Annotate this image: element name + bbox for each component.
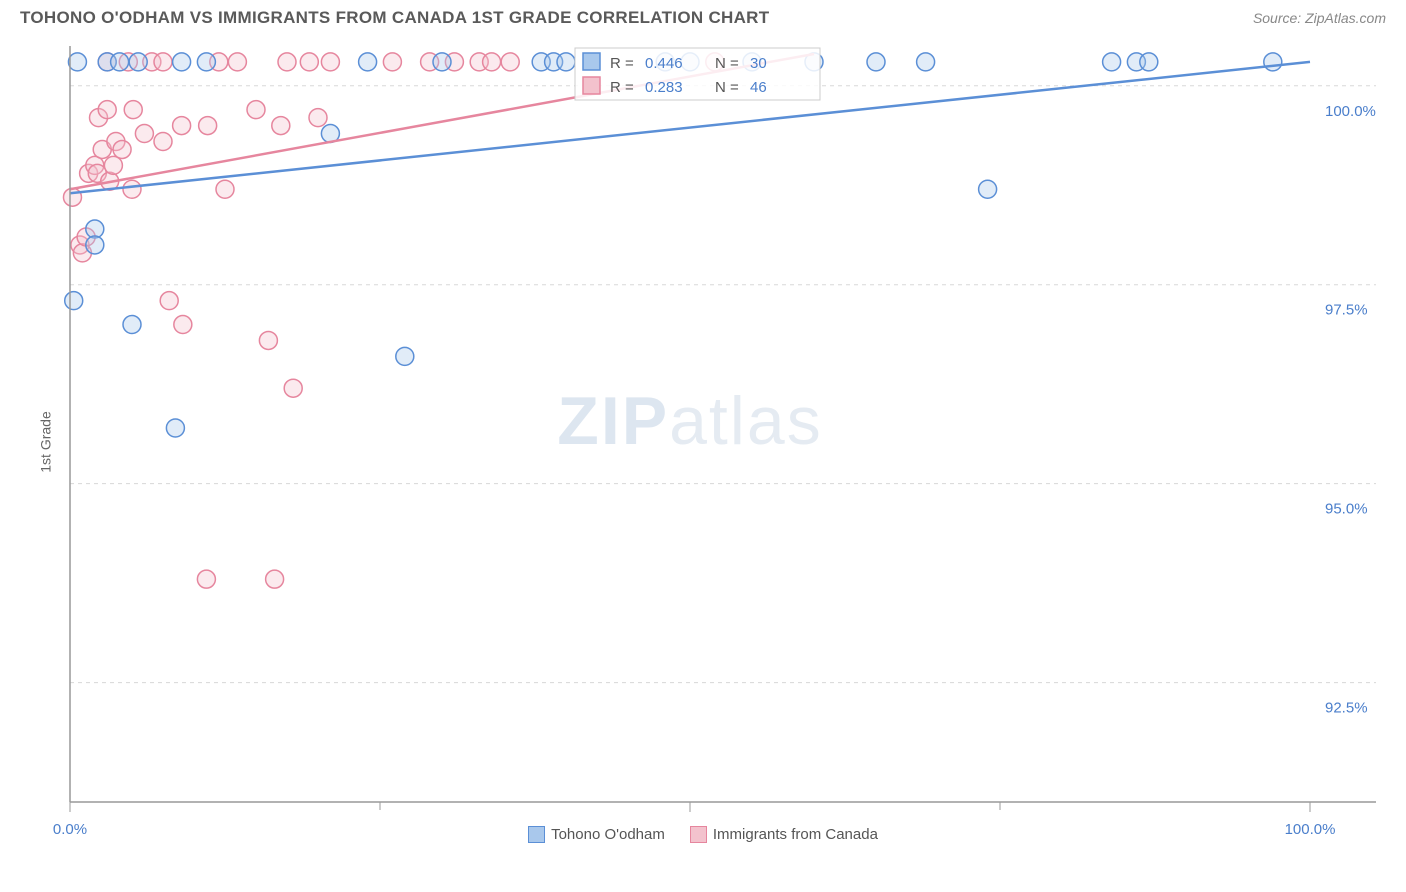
svg-text:0.0%: 0.0% [53, 821, 87, 838]
svg-text:97.5%: 97.5% [1325, 302, 1368, 319]
svg-text:N =: N = [715, 55, 739, 72]
y-axis-label: 1st Grade [38, 411, 54, 472]
svg-text:100.0%: 100.0% [1285, 821, 1336, 838]
svg-text:95.0%: 95.0% [1325, 501, 1368, 518]
chart-container: 1st Grade 92.5% 95.0% 97.5% 100.0% ZIPatlas 0… [20, 32, 1386, 852]
svg-text:0.446: 0.446 [645, 55, 683, 72]
svg-text:30: 30 [750, 55, 767, 72]
source-attribution: Source: ZipAtlas.com [1253, 10, 1386, 26]
svg-text:92.5%: 92.5% [1325, 700, 1368, 717]
chart-title: TOHONO O'ODHAM VS IMMIGRANTS FROM CANADA… [20, 8, 769, 28]
scatter-chart: 92.5% 95.0% 97.5% 100.0% ZIPatlas 0.0% 100.0% R… [20, 32, 1386, 852]
svg-text:N =: N = [715, 79, 739, 96]
svg-text:46: 46 [750, 79, 767, 96]
svg-text:0.283: 0.283 [645, 79, 683, 96]
svg-text:ZIPatlas: ZIPatlas [557, 383, 822, 459]
svg-text:R =: R = [610, 79, 634, 96]
svg-text:100.0%: 100.0% [1325, 103, 1376, 120]
svg-text:R =: R = [610, 55, 634, 72]
chart-header: TOHONO O'ODHAM VS IMMIGRANTS FROM CANADA… [0, 0, 1406, 32]
